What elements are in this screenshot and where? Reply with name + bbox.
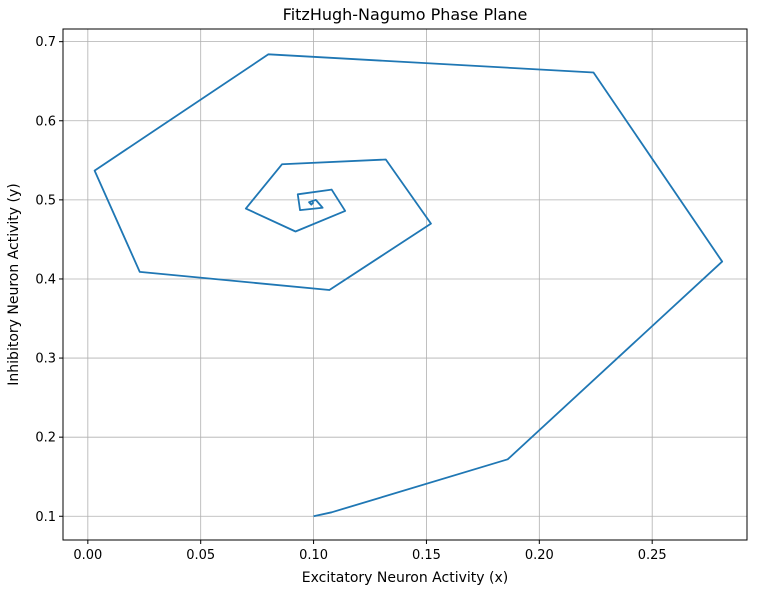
y-tick-label: 0.7 (35, 35, 56, 50)
y-tick-label: 0.6 (35, 114, 56, 129)
plot-frame (62, 28, 748, 541)
y-tick-label: 0.3 (35, 352, 56, 367)
y-tick-label: 0.4 (35, 272, 56, 287)
x-tick-label: 0.10 (299, 548, 328, 563)
x-tick-label: 0.00 (73, 548, 102, 563)
ticks: 0.00 0.05 0.10 0.15 0.20 0.25 0.1 0.2 0.3 0.4 0.5 0… (35, 35, 666, 563)
y-tick-label: 0.2 (35, 431, 56, 446)
y-tick-label: 0.5 (35, 193, 56, 208)
y-axis-title: Inhibitory Neuron Activity (y) (6, 183, 22, 385)
chart-title: FitzHugh-Nagumo Phase Plane (283, 5, 528, 24)
series-layer (93, 53, 724, 518)
x-tick-label: 0.25 (638, 548, 667, 563)
trajectory-line (93, 53, 724, 518)
x-tick-label: 0.20 (525, 548, 554, 563)
x-axis-title: Excitatory Neuron Activity (x) (302, 570, 508, 586)
y-tick-label: 0.1 (35, 510, 56, 525)
x-tick-label: 0.15 (412, 548, 441, 563)
grid (63, 29, 747, 540)
x-tick-label: 0.05 (186, 548, 215, 563)
